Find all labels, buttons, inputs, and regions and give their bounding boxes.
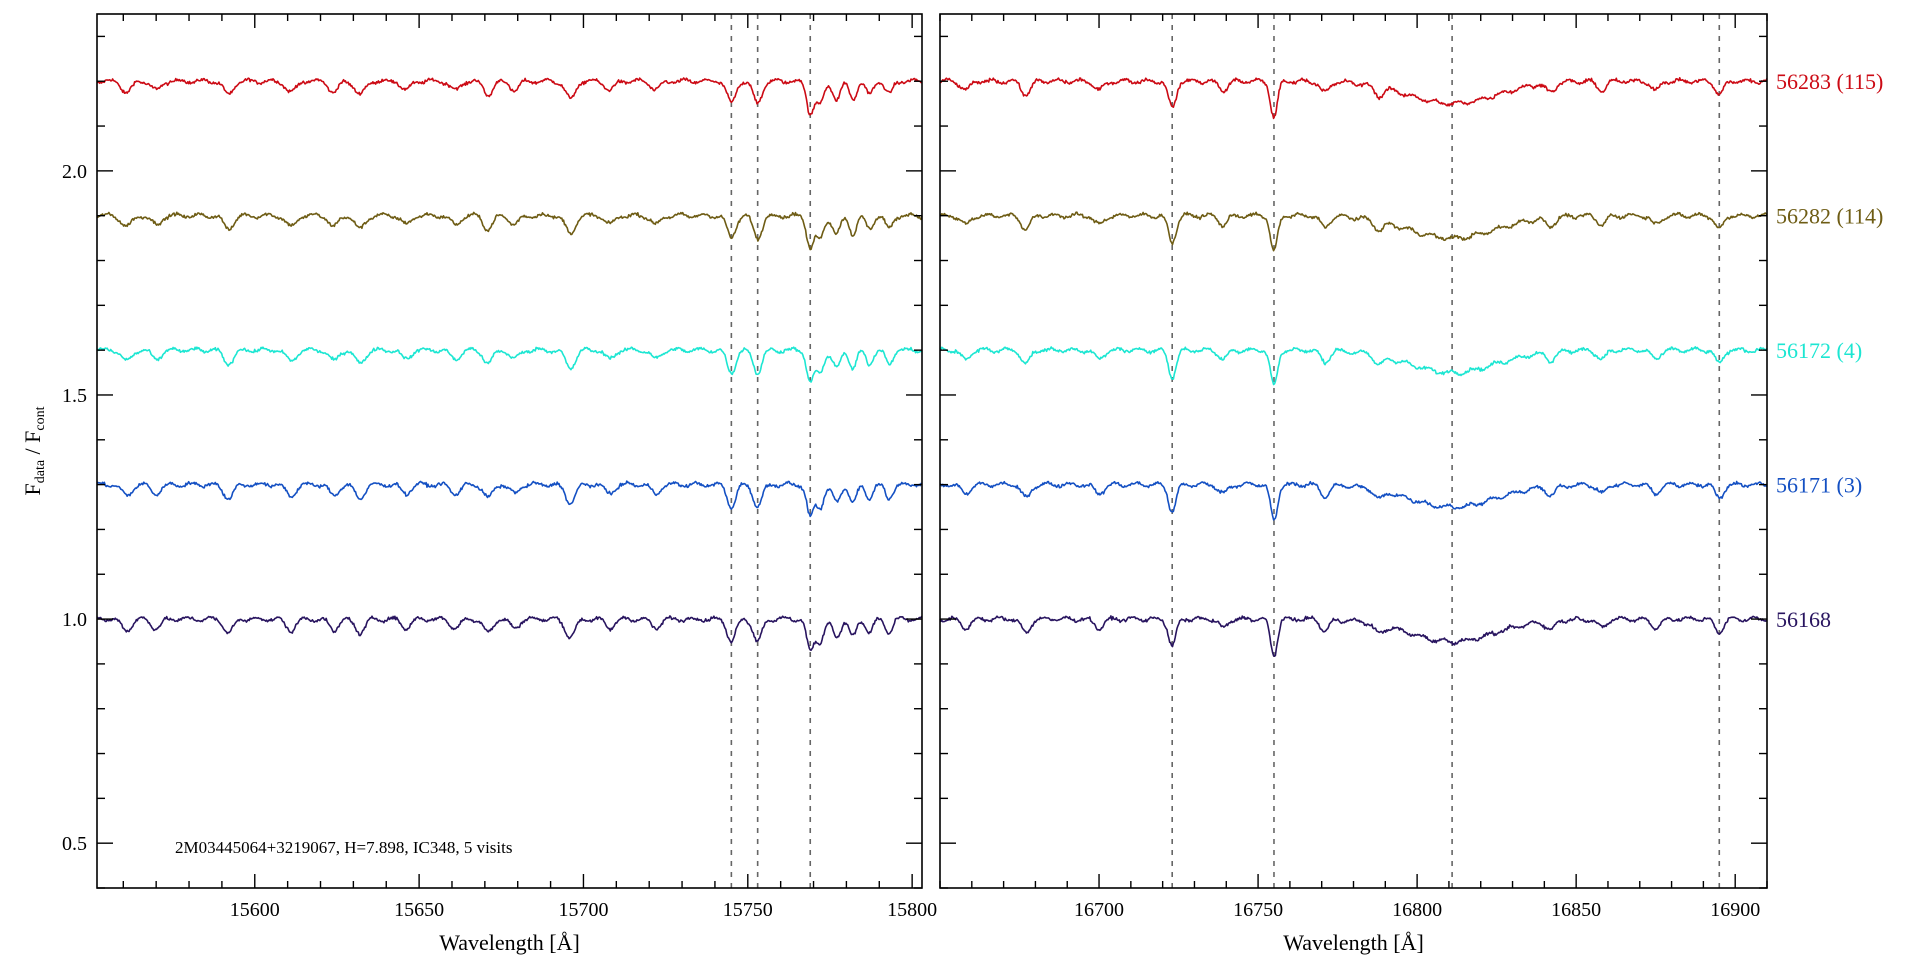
panel-frame [939,13,1768,889]
x-tick-label: 16800 [1392,899,1442,921]
x-tick-label: 15650 [394,899,444,921]
series-labels: 56283 (115) 56282 (114) 56172 (4) 56171 (3)… [1776,69,1883,632]
panel-1: 15600 15650 15700 15750 15800 Wavelength [Å] 0… [62,13,937,955]
x-tick-label: 16850 [1551,899,1601,921]
y-tick-label: 0.5 [62,833,87,855]
spectrum-line-1 [96,77,923,116]
spectrum-line-2 [96,211,923,251]
x-tick-label: 15700 [558,899,608,921]
x-tick-label: 16750 [1233,899,1283,921]
panels: 15600 15650 15700 15750 15800 Wavelength [Å] 0… [62,13,1768,955]
x-tick-label: 15800 [887,899,937,921]
series-label-5: 56168 [1776,607,1831,632]
spectrum-line-3 [96,346,923,383]
series-label-1: 56283 (115) [1776,69,1883,94]
panel-frame [96,13,923,889]
y-axis-title: Fdata / Fcont [20,406,48,495]
y-tick-label: 1.5 [62,385,87,407]
spectrum-line-4 [939,480,1768,521]
series-label-3: 56172 (4) [1776,338,1862,363]
x-axis-label: Wavelength [Å] [1283,930,1424,955]
series-label-4: 56171 (3) [1776,473,1862,498]
spectrum-line-5 [939,615,1768,658]
x-tick-label: 15750 [723,899,773,921]
panel-2: 16700 16750 16800 16850 16900 Wavelength [Å] [939,13,1768,955]
spectrum-line-5 [96,615,923,652]
x-axis-label: Wavelength [Å] [439,930,580,955]
spectrum-line-4 [96,480,923,518]
spectrum-line-3 [939,346,1768,386]
y-tick-label: 1.0 [62,609,87,631]
spectrum-line-1 [939,77,1768,120]
star-info-annotation: 2M03445064+3219067, H=7.898, IC348, 5 vi… [175,838,512,857]
y-axis-label: Fdata / Fcont [20,406,48,495]
y-tick-label: 2.0 [62,161,87,183]
x-tick-label: 16700 [1074,899,1124,921]
spectrum-line-2 [939,211,1768,252]
x-tick-label: 16900 [1710,899,1760,921]
series-label-2: 56282 (114) [1776,204,1883,229]
x-tick-label: 15600 [230,899,280,921]
